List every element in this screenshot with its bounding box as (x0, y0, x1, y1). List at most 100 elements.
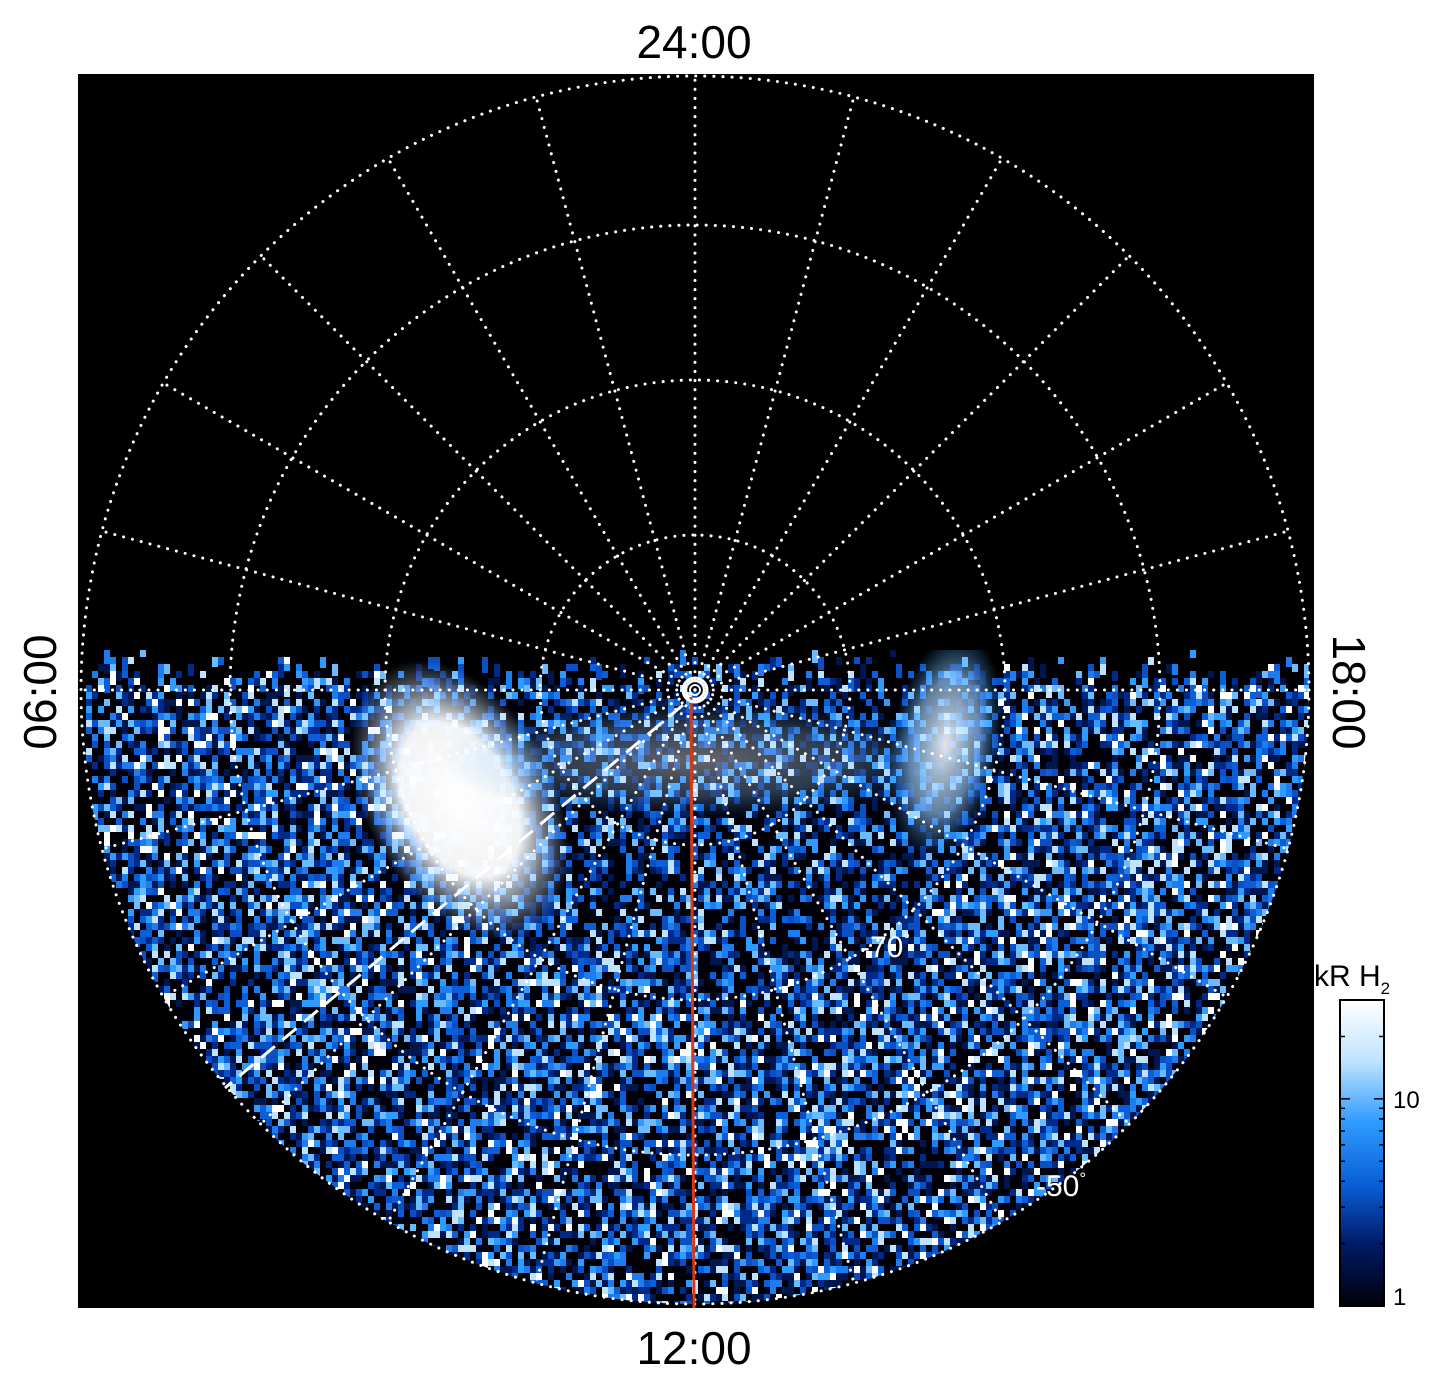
emission-cell (1130, 811, 1136, 818)
emission-cell (1172, 727, 1178, 736)
emission-cell (1190, 713, 1196, 721)
emission-cell (602, 671, 608, 680)
emission-cell (626, 692, 632, 700)
emission-cell (194, 734, 200, 744)
emission-cell (278, 846, 284, 854)
emission-cell (1016, 678, 1022, 692)
emission-cell (584, 678, 590, 689)
emission-cell (1022, 678, 1028, 686)
emission-cell (1160, 825, 1166, 832)
emission-cell (1226, 748, 1232, 760)
emission-cell (1112, 769, 1118, 781)
emission-cell (284, 664, 290, 676)
emission-cell (1280, 699, 1286, 711)
emission-cell (302, 734, 308, 741)
emission-cell (1046, 720, 1052, 727)
emission-cell (1082, 797, 1088, 804)
emission-cell (248, 706, 254, 716)
emission-cell (98, 776, 104, 784)
emission-cell (1202, 776, 1208, 785)
emission-cell (1274, 727, 1280, 738)
emission-cell (530, 678, 536, 690)
emission-cell (242, 783, 248, 796)
emission-cell (968, 832, 974, 839)
emission-cell (332, 797, 338, 810)
emission-cell (878, 832, 884, 840)
emission-cell (266, 678, 272, 691)
emission-cell (1148, 657, 1154, 665)
emission-cell (752, 818, 758, 825)
emission-cell (296, 734, 302, 743)
emission-cell (338, 741, 344, 753)
emission-cell (320, 713, 326, 723)
emission-cell (164, 713, 170, 726)
emission-cell (266, 755, 272, 765)
emission-cell (116, 762, 122, 771)
emission-cell (1118, 790, 1124, 801)
emission-cell (1076, 699, 1082, 712)
emission-cell (1226, 790, 1232, 797)
emission-cell (254, 741, 260, 750)
emission-cell (158, 678, 164, 686)
emission-cell (680, 650, 686, 666)
emission-cell (320, 776, 326, 788)
emission-cell (1214, 699, 1220, 712)
emission-cell (1190, 650, 1196, 658)
emission-cell (1154, 734, 1160, 743)
emission-cell (1232, 762, 1238, 769)
emission-cell (1124, 699, 1130, 712)
emission-cell (1226, 734, 1232, 742)
emission-cell (590, 825, 596, 833)
emission-cell (164, 741, 170, 753)
emission-cell (212, 776, 218, 789)
emission-cell (170, 720, 176, 727)
emission-cell (1124, 769, 1130, 780)
emission-cell (1172, 685, 1178, 697)
emission-cell (296, 783, 302, 795)
emission-cell (314, 671, 320, 679)
emission-cell (338, 783, 344, 792)
emission-cell (1154, 692, 1160, 700)
emission-cell (572, 699, 578, 711)
emission-cell (1040, 699, 1046, 710)
emission-cell (656, 650, 662, 661)
emission-cell (542, 685, 548, 697)
emission-cell (1100, 769, 1106, 781)
emission-cell (1118, 755, 1124, 765)
emission-cell (1274, 790, 1280, 797)
emission-cell (1118, 741, 1124, 748)
emission-cell (146, 776, 152, 785)
emission-cell (1028, 720, 1034, 731)
emission-cell (158, 734, 164, 743)
emission-cell (1214, 790, 1220, 797)
emission-cell (164, 790, 170, 803)
emission-cell (92, 713, 98, 722)
emission-cell (1070, 741, 1076, 751)
emission-cell (1232, 811, 1238, 819)
emission-cell (578, 699, 584, 712)
emission-cell (296, 755, 302, 766)
emission-cell (218, 825, 224, 833)
emission-cell (1100, 734, 1106, 745)
emission-cell (1136, 706, 1142, 715)
emission-cell (1040, 776, 1046, 788)
emission-cell (188, 748, 194, 760)
emission-cell (1292, 664, 1298, 672)
emission-cell (230, 769, 236, 781)
emission-cell (206, 783, 212, 793)
emission-cell (200, 783, 206, 796)
emission-cell (524, 692, 530, 699)
emission-cell (1286, 699, 1292, 712)
emission-cell (1058, 776, 1064, 789)
emission-cell (224, 734, 230, 747)
emission-cell (1160, 706, 1166, 716)
emission-cell (98, 762, 104, 770)
emission-cell (860, 664, 866, 679)
emission-cell (320, 727, 326, 739)
emission-cell (188, 762, 194, 775)
emission-cell (308, 699, 314, 706)
emission-cell (1016, 748, 1022, 760)
emission-cell (506, 678, 512, 689)
emission-cell (1232, 678, 1238, 685)
emission-cell (152, 769, 158, 780)
